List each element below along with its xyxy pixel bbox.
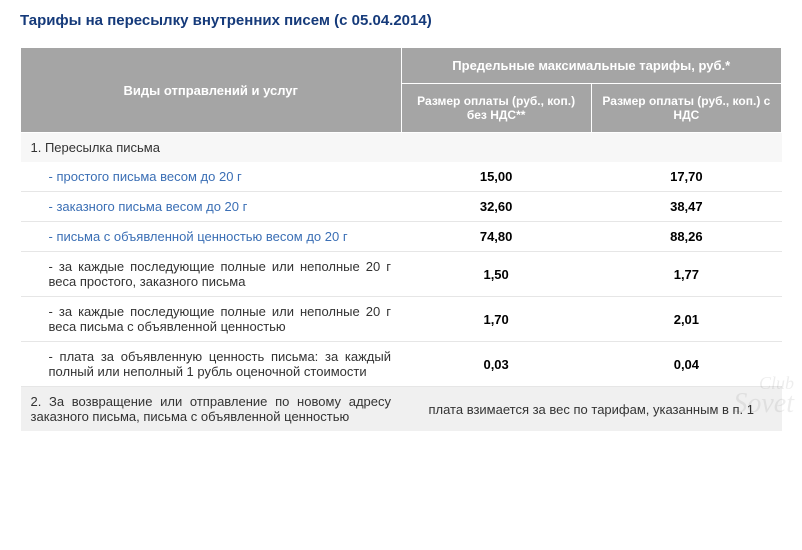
tariff-table: Виды отправлений и услуг Предельные макс… <box>20 47 782 431</box>
row-with-vat: 38,47 <box>591 192 781 222</box>
table-row: - простого письма весом до 20 г 15,00 17… <box>21 162 782 192</box>
row-no-vat: 15,00 <box>401 162 591 192</box>
row-no-vat: 74,80 <box>401 222 591 252</box>
footer-note: плата взимается за вес по тарифам, указа… <box>401 387 782 432</box>
row-label: - за каждые последующие полные или непол… <box>21 297 402 342</box>
row-label: - плата за объявленную ценность письма: … <box>21 342 402 387</box>
section-row: 1. Пересылка письма <box>21 133 782 163</box>
row-with-vat: 2,01 <box>591 297 781 342</box>
table-row: - за каждые последующие полные или непол… <box>21 297 782 342</box>
table-row: - плата за объявленную ценность письма: … <box>21 342 782 387</box>
row-with-vat: 0,04 <box>591 342 781 387</box>
row-label: - заказного письма весом до 20 г <box>21 192 402 222</box>
page-title: Тарифы на пересылку внутренних писем (с … <box>20 12 782 29</box>
row-no-vat: 1,70 <box>401 297 591 342</box>
header-with-vat: Размер оплаты (руб., коп.) с НДС <box>591 84 781 133</box>
header-tariffs: Предельные максимальные тарифы, руб.* <box>401 48 782 84</box>
table-row: - за каждые последующие полные или непол… <box>21 252 782 297</box>
row-label: - письма с объявленной ценностью весом д… <box>21 222 402 252</box>
row-label: - за каждые последующие полные или непол… <box>21 252 402 297</box>
row-with-vat: 1,77 <box>591 252 781 297</box>
row-label: - простого письма весом до 20 г <box>21 162 402 192</box>
row-no-vat: 32,60 <box>401 192 591 222</box>
row-with-vat: 88,26 <box>591 222 781 252</box>
table-row: - письма с объявленной ценностью весом д… <box>21 222 782 252</box>
header-services: Виды отправлений и услуг <box>21 48 402 133</box>
row-with-vat: 17,70 <box>591 162 781 192</box>
row-no-vat: 1,50 <box>401 252 591 297</box>
table-row: - заказного письма весом до 20 г 32,60 3… <box>21 192 782 222</box>
section-title: 1. Пересылка письма <box>21 133 782 163</box>
footer-row: 2. За возвращение или отправление по нов… <box>21 387 782 432</box>
header-no-vat: Размер оплаты (руб., коп.) без НДС** <box>401 84 591 133</box>
footer-label: 2. За возвращение или отправление по нов… <box>21 387 402 432</box>
row-no-vat: 0,03 <box>401 342 591 387</box>
